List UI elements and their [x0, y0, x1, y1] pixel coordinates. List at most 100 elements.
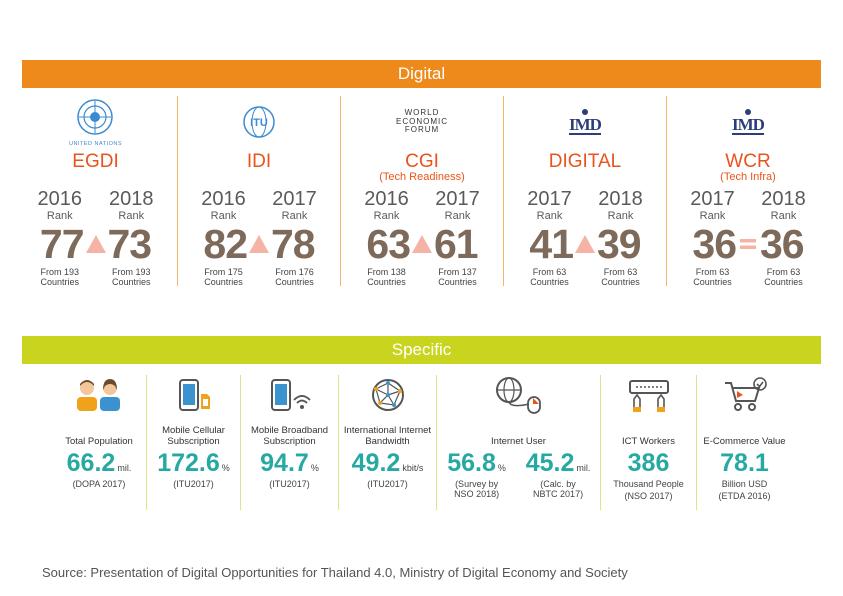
imd-logo-text: IMD — [732, 116, 764, 135]
index-subtitle: (Tech Infra) — [667, 172, 829, 183]
source-note: Source: Presentation of Digital Opportun… — [42, 565, 628, 580]
index-subtitle — [14, 172, 177, 183]
stat-value: 78.1 — [720, 449, 769, 477]
rank-value-1: 77 — [40, 224, 84, 264]
from-count-2: From 63 Countries — [591, 267, 651, 287]
un-emblem-icon — [76, 98, 114, 136]
stat-value: 66.2 — [67, 449, 116, 477]
smartphone-wifi-icon — [241, 375, 338, 415]
stat-unit: Thousand People — [601, 479, 696, 489]
stat-mobile-broadband: Mobile Broadband Subscription 94.7% (ITU… — [240, 375, 338, 510]
from-count-2: From 137 Countries — [428, 267, 488, 287]
keyboard-hands-icon — [601, 375, 696, 415]
year-1: 2017 — [683, 188, 743, 210]
un-logo: UNITED NATIONS — [14, 96, 177, 148]
from-count-2: From 193 Countries — [101, 267, 161, 287]
from-count-1: From 175 Countries — [194, 267, 254, 287]
imd-logo-text: IMD — [569, 116, 601, 135]
year-2: 2017 — [265, 188, 325, 210]
stat-value: 386 — [628, 449, 670, 477]
stat-value-survey: 56.8 — [447, 449, 496, 477]
stat-source: (ITU2017) — [339, 479, 436, 489]
index-title: DIGITAL — [504, 152, 666, 172]
stat-source: (ITU2017) — [241, 479, 338, 489]
stat-population: Total Population 66.2 mil. (DOPA 2017) — [52, 375, 146, 510]
index-title: IDI — [178, 152, 340, 172]
rank-value-1: 82 — [203, 224, 247, 264]
itu-logo-text: ITU — [250, 117, 268, 129]
index-cgi: WORLD ECONOMIC FORUM CGI (Tech Readiness… — [340, 96, 503, 286]
stat-label: International Internet Bandwidth — [339, 415, 436, 449]
year-2: 2018 — [101, 188, 161, 210]
stat-unit: mil. — [117, 463, 131, 473]
from-count-2: From 176 Countries — [265, 267, 325, 287]
stat-label: Mobile Cellular Subscription — [147, 415, 240, 449]
itu-logo: ITU — [178, 96, 340, 148]
year-2: 2018 — [754, 188, 814, 210]
year-2: 2018 — [591, 188, 651, 210]
from-count-1: From 63 Countries — [683, 267, 743, 287]
rank-value-2: 36 — [760, 224, 804, 264]
stat-unit: mil. — [576, 463, 590, 473]
year-2: 2017 — [428, 188, 488, 210]
up-triangle-icon — [574, 233, 596, 255]
rank-value-2: 61 — [434, 224, 478, 264]
network-globe-icon — [339, 375, 436, 415]
stat-source: (ITU2017) — [147, 479, 240, 489]
stat-source: (NSO 2017) — [601, 491, 696, 501]
index-wcr: IMD WCR (Tech Infra) 2017 Rank 2018 Rank 3… — [666, 96, 829, 286]
imd-logo: IMD — [667, 96, 829, 148]
stat-unit: % — [222, 463, 230, 473]
up-triangle-icon — [411, 233, 433, 255]
from-count-1: From 193 Countries — [30, 267, 90, 287]
rank-value-2: 73 — [108, 224, 152, 264]
globe-mouse-icon — [437, 375, 600, 415]
itu-globe-icon: ITU — [241, 105, 277, 139]
stat-mobile-cellular: Mobile Cellular Subscription 172.6% (ITU… — [146, 375, 240, 510]
from-count-2: From 63 Countries — [754, 267, 814, 287]
stat-source: (Calc. by NBTC 2017) — [527, 479, 589, 499]
stat-source: (ETDA 2016) — [697, 491, 792, 501]
stat-value-calc: 45.2 — [526, 449, 575, 477]
specific-header: Specific — [22, 336, 821, 364]
people-icon — [52, 375, 146, 415]
stat-label: Internet User — [437, 415, 600, 449]
un-logo-text: UNITED NATIONS — [69, 141, 122, 147]
index-idi: ITU IDI 2016 Rank 2017 Rank 82 78 From 175… — [177, 96, 340, 286]
up-triangle-icon — [248, 233, 270, 255]
index-subtitle — [504, 172, 666, 183]
stat-unit: Billion USD — [697, 479, 792, 489]
rank-value-1: 41 — [529, 224, 573, 264]
stat-ecommerce: E-Commerce Value 78.1 Billion USD (ETDA … — [696, 375, 792, 510]
rank-value-1: 36 — [692, 224, 736, 264]
stat-unit: % — [498, 463, 506, 473]
stat-label: Mobile Broadband Subscription — [241, 415, 338, 449]
index-egdi: UNITED NATIONS EGDI 2016 Rank 2018 Rank 77… — [14, 96, 177, 286]
stat-label: E-Commerce Value — [697, 415, 792, 449]
rank-value-1: 63 — [366, 224, 410, 264]
year-1: 2016 — [194, 188, 254, 210]
rank-value-2: 39 — [597, 224, 641, 264]
stat-bandwidth: International Internet Bandwidth 49.2 kbi… — [338, 375, 436, 510]
index-subtitle — [178, 172, 340, 183]
digital-indices: UNITED NATIONS EGDI 2016 Rank 2018 Rank 77… — [14, 96, 829, 286]
year-1: 2017 — [520, 188, 580, 210]
specific-stats: Total Population 66.2 mil. (DOPA 2017) Mo… — [52, 375, 792, 510]
shopping-cart-check-icon — [697, 375, 792, 415]
stat-value: 172.6 — [157, 449, 220, 477]
index-subtitle: (Tech Readiness) — [341, 172, 503, 183]
stat-source: (Survey by NSO 2018) — [447, 479, 507, 499]
equal-sign-icon — [737, 233, 759, 255]
smartphone-sim-icon — [147, 375, 240, 415]
imd-logo: IMD — [504, 96, 666, 148]
stat-ict-workers: ICT Workers 386 Thousand People (NSO 201… — [600, 375, 696, 510]
wef-logo: WORLD ECONOMIC FORUM — [341, 96, 503, 148]
index-title: WCR — [667, 152, 829, 172]
index-digital: IMD DIGITAL 2017 Rank 2018 Rank 41 39 From… — [503, 96, 666, 286]
stat-unit: % — [311, 463, 319, 473]
from-count-1: From 63 Countries — [520, 267, 580, 287]
up-triangle-icon — [85, 233, 107, 255]
digital-header: Digital — [22, 60, 821, 88]
index-title: EGDI — [14, 152, 177, 172]
stat-value: 94.7 — [260, 449, 309, 477]
